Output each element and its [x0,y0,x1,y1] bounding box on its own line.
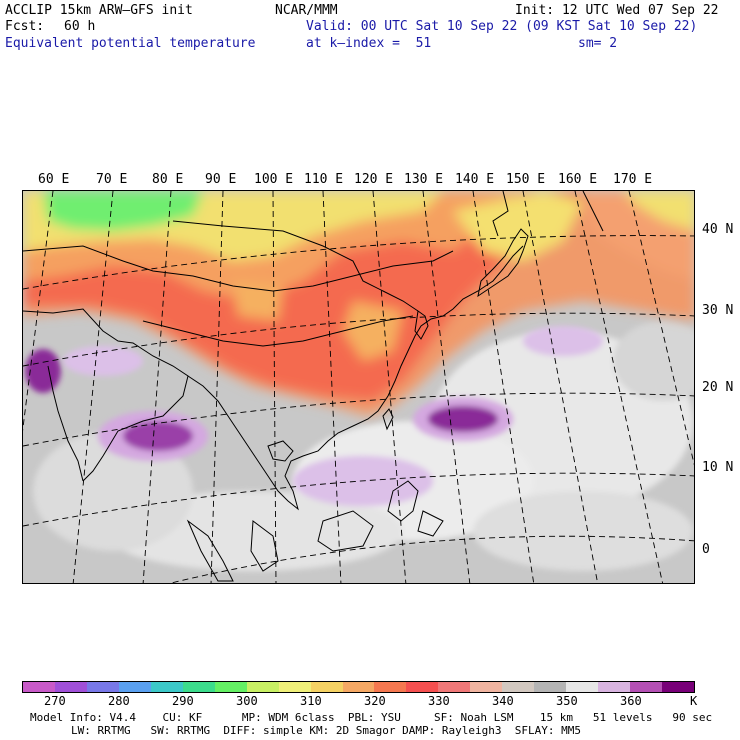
ocean-field [33,321,694,571]
colorbar-swatch [438,682,471,692]
colorbar-label: 340 [492,694,514,708]
organization: NCAR/MMM [275,3,338,18]
lat-label: 0 [702,542,710,557]
lon-label: 130 E [404,172,444,187]
model-info-line-1: Model Info: V4.4 CU: KF MP: WDM 6class P… [30,711,713,724]
colorbar-swatch [342,682,375,692]
lon-label: 80 E [152,172,184,187]
coastlines [23,191,604,582]
colorbar-label: 300 [236,694,258,708]
map-panel [22,190,695,584]
colorbar-swatch [470,682,503,692]
init-time: Init: 12 UTC Wed 07 Sep 22 [515,3,719,18]
colorbar-label: 270 [44,694,66,708]
lon-label: 90 E [205,172,237,187]
colorbar-swatch [23,682,55,692]
lat-label: 40 N [702,222,734,237]
colorbar-swatch [406,682,439,692]
colorbar-label: 360 [620,694,642,708]
lon-label: 70 E [96,172,128,187]
colorbar-swatch [214,682,247,692]
warm-field [23,191,694,416]
colorbar-swatch [118,682,151,692]
forecast-label: Fcst: [5,19,45,34]
lat-label: 10 N [702,460,734,475]
colorbar-label: 330 [428,694,450,708]
colorbar [22,681,695,693]
lat-label: 30 N [702,303,734,318]
colorbar-label: 350 [556,694,578,708]
colorbar-swatch [246,682,279,692]
lon-label: 100 E [254,172,294,187]
lon-label: 120 E [354,172,394,187]
model-title: ACCLIP 15km ARW—GFS init [5,3,193,18]
forecast-hours: 60 h [64,19,96,34]
valid-time: Valid: 00 UTC Sat 10 Sep 22 (09 KST Sat … [306,19,698,34]
lon-label: 110 E [304,172,344,187]
colorbar-swatch [182,682,215,692]
colorbar-label: 310 [300,694,322,708]
colorbar-swatch [54,682,87,692]
lon-label: 170 E [613,172,653,187]
colorbar-swatch [374,682,407,692]
colorbar-swatch [86,682,119,692]
smoothing-label: sm= 2 [578,36,618,51]
lon-label: 150 E [506,172,546,187]
colorbar-swatch [310,682,343,692]
graticule [23,191,694,583]
colorbar-swatch [150,682,183,692]
field-name: Equivalent potential temperature [5,36,256,51]
colorbar-swatch [278,682,311,692]
colorbar-unit: K [690,694,698,708]
colorbar-label: 290 [172,694,194,708]
lon-label: 60 E [38,172,70,187]
colorbar-swatch [534,682,567,692]
model-info-line-2: LW: RRTMG SW: RRTMG DIFF: simple KM: 2D … [71,724,581,737]
lat-label: 20 N [702,380,734,395]
colorbar-swatch [630,682,663,692]
lon-label: 160 E [558,172,598,187]
level-label: at k—index = 51 [306,36,432,51]
lon-label: 140 E [455,172,495,187]
colorbar-swatch [502,682,535,692]
colorbar-label: 280 [108,694,130,708]
colorbar-swatch [566,682,599,692]
colorbar-label: 320 [364,694,386,708]
colorbar-swatch [662,682,695,692]
colorbar-swatch [598,682,631,692]
theta-e-field [23,191,694,583]
